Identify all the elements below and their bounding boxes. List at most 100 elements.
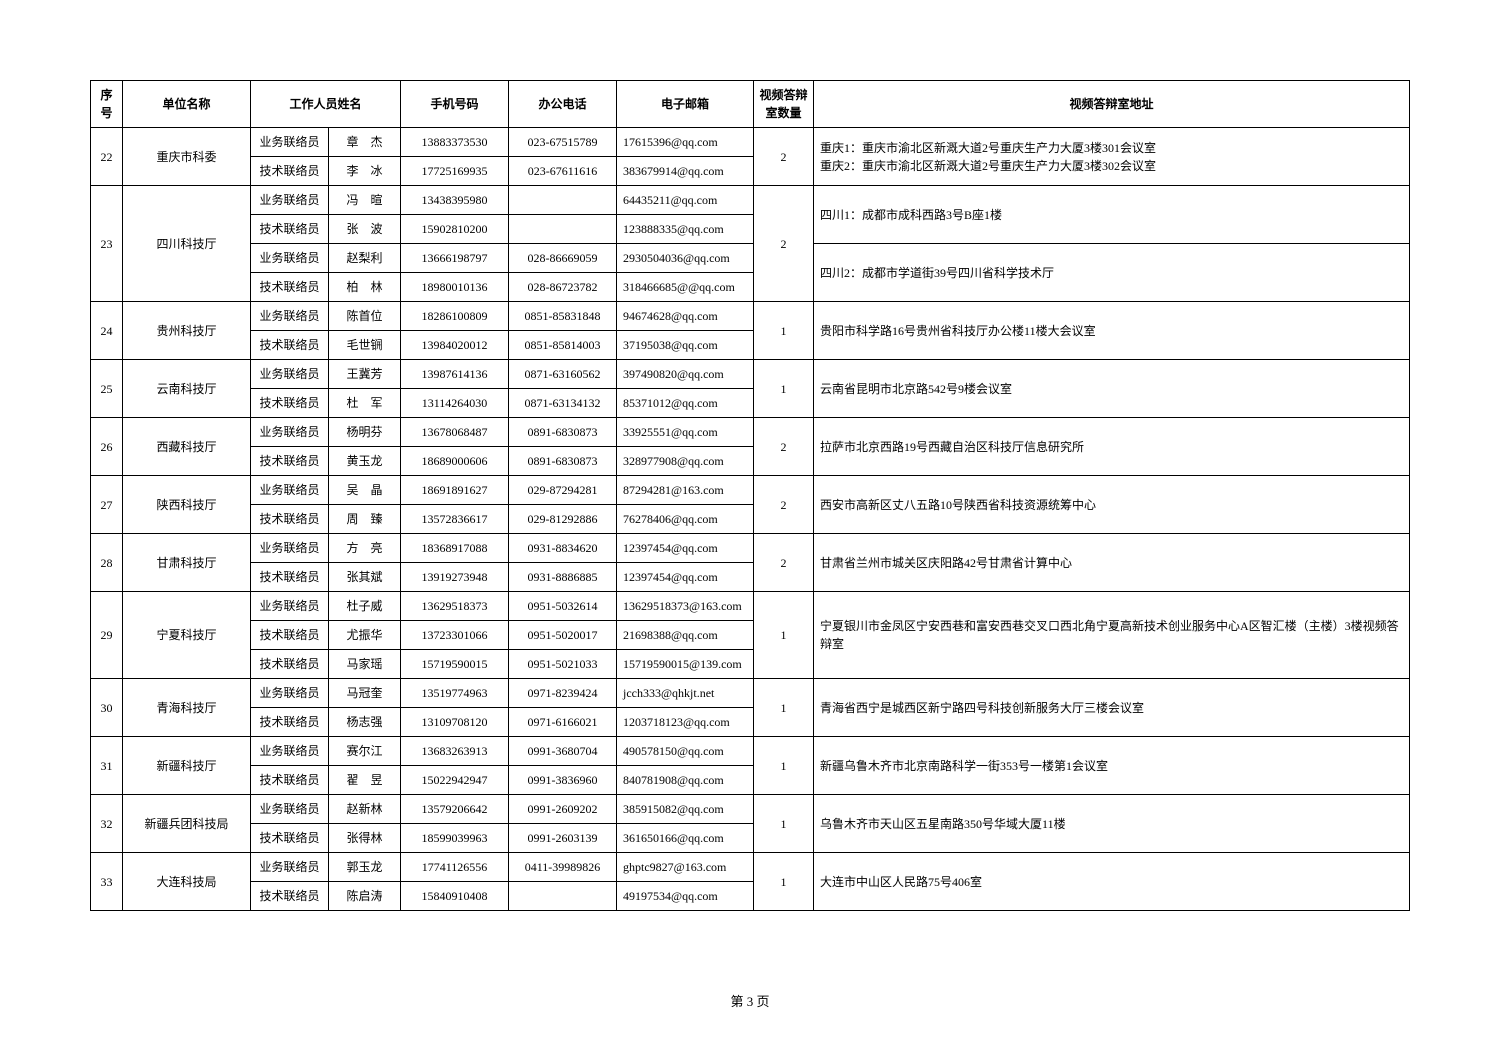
cell-unit: 重庆市科委: [123, 128, 251, 186]
cell-name: 尤振华: [329, 621, 401, 650]
cell-email: 383679914@qq.com: [617, 157, 754, 186]
cell-email: ghptc9827@163.com: [617, 853, 754, 882]
table-row: 33大连科技局业务联络员郭玉龙177411265560411-39989826g…: [91, 853, 1410, 882]
cell-office: 0411-39989826: [509, 853, 617, 882]
cell-phone: 13883373530: [401, 128, 509, 157]
cell-office: 0891-6830873: [509, 418, 617, 447]
cell-role: 技术联络员: [251, 447, 329, 476]
cell-phone: 13987614136: [401, 360, 509, 389]
cell-email: 64435211@qq.com: [617, 186, 754, 215]
cell-role: 业务联络员: [251, 853, 329, 882]
contact-table: 序号 单位名称 工作人员姓名 手机号码 办公电话 电子邮箱 视频答辩室数量 视频…: [90, 80, 1410, 911]
cell-name: 张其斌: [329, 563, 401, 592]
cell-role: 业务联络员: [251, 795, 329, 824]
cell-phone: 15022942947: [401, 766, 509, 795]
cell-role: 业务联络员: [251, 418, 329, 447]
cell-name: 周 臻: [329, 505, 401, 534]
cell-phone: 17741126556: [401, 853, 509, 882]
cell-phone: 18599039963: [401, 824, 509, 853]
cell-email: 12397454@qq.com: [617, 534, 754, 563]
cell-name: 陈启涛: [329, 882, 401, 911]
cell-role: 技术联络员: [251, 882, 329, 911]
cell-phone: 13666198797: [401, 244, 509, 273]
cell-role: 技术联络员: [251, 621, 329, 650]
header-unit: 单位名称: [123, 81, 251, 128]
cell-phone: 15719590015: [401, 650, 509, 679]
cell-email: 318466685@@qq.com: [617, 273, 754, 302]
cell-addr: 宁夏银川市金凤区宁安西巷和富安西巷交叉口西北角宁夏高新技术创业服务中心A区智汇楼…: [814, 592, 1410, 679]
header-office: 办公电话: [509, 81, 617, 128]
cell-email: 37195038@qq.com: [617, 331, 754, 360]
cell-addr: 四川1：成都市成科西路3号B座1楼: [814, 186, 1410, 244]
cell-office: 0951-5021033: [509, 650, 617, 679]
cell-email: 123888335@qq.com: [617, 215, 754, 244]
cell-addr: 贵阳市科学路16号贵州省科技厅办公楼11楼大会议室: [814, 302, 1410, 360]
cell-rooms: 1: [754, 592, 814, 679]
cell-unit: 甘肃科技厅: [123, 534, 251, 592]
cell-role: 业务联络员: [251, 128, 329, 157]
cell-name: 马冠奎: [329, 679, 401, 708]
cell-office: 0991-2603139: [509, 824, 617, 853]
cell-email: 840781908@qq.com: [617, 766, 754, 795]
cell-name: 郭玉龙: [329, 853, 401, 882]
cell-office: 0991-2609202: [509, 795, 617, 824]
table-row: 29宁夏科技厅业务联络员杜子威136295183730951-503261413…: [91, 592, 1410, 621]
cell-email: 15719590015@139.com: [617, 650, 754, 679]
cell-office: 0871-63160562: [509, 360, 617, 389]
cell-addr: 新疆乌鲁木齐市北京南路科学一街353号一楼第1会议室: [814, 737, 1410, 795]
cell-email: 49197534@qq.com: [617, 882, 754, 911]
cell-role: 技术联络员: [251, 766, 329, 795]
cell-phone: 13579206642: [401, 795, 509, 824]
cell-name: 赵新林: [329, 795, 401, 824]
cell-email: 85371012@qq.com: [617, 389, 754, 418]
cell-phone: 13438395980: [401, 186, 509, 215]
cell-office: 023-67611616: [509, 157, 617, 186]
cell-seq: 23: [91, 186, 123, 302]
cell-rooms: 2: [754, 534, 814, 592]
cell-role: 业务联络员: [251, 679, 329, 708]
cell-name: 毛世锎: [329, 331, 401, 360]
cell-phone: 18691891627: [401, 476, 509, 505]
cell-unit: 大连科技局: [123, 853, 251, 911]
cell-phone: 15902810200: [401, 215, 509, 244]
cell-rooms: 2: [754, 418, 814, 476]
cell-name: 李 冰: [329, 157, 401, 186]
cell-seq: 33: [91, 853, 123, 911]
cell-name: 赛尔江: [329, 737, 401, 766]
cell-name: 杨明芬: [329, 418, 401, 447]
cell-role: 业务联络员: [251, 302, 329, 331]
cell-phone: 18980010136: [401, 273, 509, 302]
cell-role: 业务联络员: [251, 244, 329, 273]
cell-role: 业务联络员: [251, 476, 329, 505]
cell-role: 技术联络员: [251, 824, 329, 853]
cell-phone: 13519774963: [401, 679, 509, 708]
header-rooms: 视频答辩室数量: [754, 81, 814, 128]
cell-seq: 27: [91, 476, 123, 534]
cell-name: 黄玉龙: [329, 447, 401, 476]
cell-rooms: 1: [754, 795, 814, 853]
cell-email: 397490820@qq.com: [617, 360, 754, 389]
cell-phone: 13629518373: [401, 592, 509, 621]
header-staff: 工作人员姓名: [251, 81, 401, 128]
cell-email: 13629518373@163.com: [617, 592, 754, 621]
cell-seq: 24: [91, 302, 123, 360]
cell-addr: 重庆1：重庆市渝北区新溉大道2号重庆生产力大厦3楼301会议室重庆2：重庆市渝北…: [814, 128, 1410, 186]
table-row: 23四川科技厅业务联络员冯 暄1343839598064435211@qq.co…: [91, 186, 1410, 215]
cell-email: 87294281@163.com: [617, 476, 754, 505]
cell-email: 361650166@qq.com: [617, 824, 754, 853]
cell-name: 方 亮: [329, 534, 401, 563]
cell-unit: 西藏科技厅: [123, 418, 251, 476]
cell-phone: 13919273948: [401, 563, 509, 592]
cell-role: 技术联络员: [251, 389, 329, 418]
cell-name: 章 杰: [329, 128, 401, 157]
cell-unit: 青海科技厅: [123, 679, 251, 737]
cell-email: 21698388@qq.com: [617, 621, 754, 650]
header-phone: 手机号码: [401, 81, 509, 128]
cell-office: 0931-8834620: [509, 534, 617, 563]
cell-rooms: 1: [754, 302, 814, 360]
cell-role: 技术联络员: [251, 708, 329, 737]
cell-phone: 13984020012: [401, 331, 509, 360]
page-number: 第 3 页: [90, 991, 1410, 1010]
table-row: 28甘肃科技厅业务联络员方 亮183689170880931-883462012…: [91, 534, 1410, 563]
cell-name: 张 波: [329, 215, 401, 244]
